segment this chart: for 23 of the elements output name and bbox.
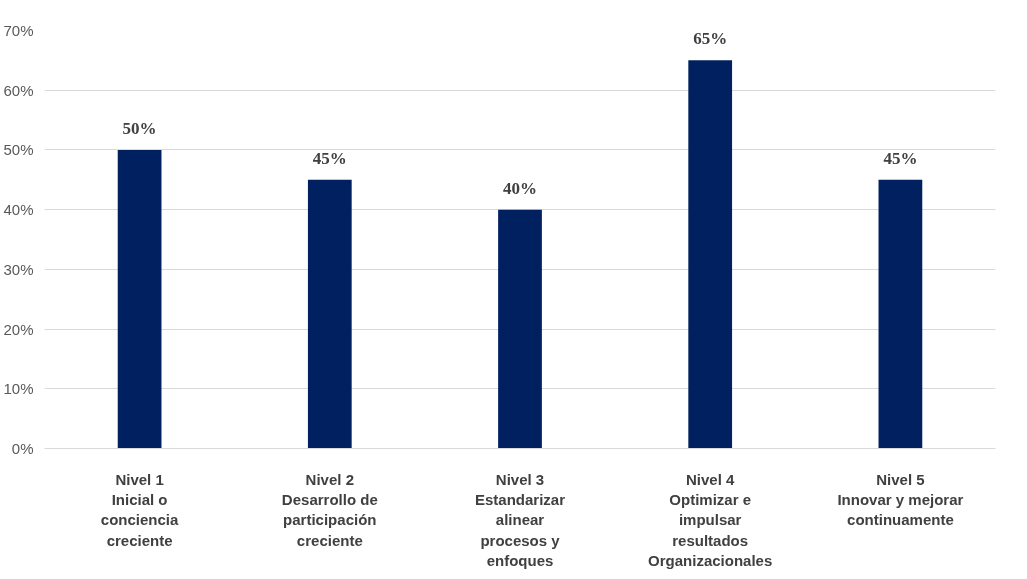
x-tick-label: Nivel 5 Innovar y mejorar continuamente [837,470,964,529]
y-tick-label: 30% [3,260,34,278]
data-label: 45% [883,148,918,168]
y-tick-label: 60% [3,81,34,99]
x-tick-label: Nivel 1 Inicial o conciencia creciente [100,470,180,549]
y-tick-label: 10% [3,380,34,398]
data-label: 45% [312,148,347,168]
data-label: 50% [122,118,157,138]
bar [117,149,162,449]
x-tick-label: Nivel 2 Desarrollo de participación creciente [281,470,378,549]
bar [498,209,542,449]
data-label: 40% [503,178,537,198]
y-tick-label: 70% [3,22,34,39]
data-label: 65% [693,29,728,49]
bar [307,179,352,449]
y-tick-label: 0% [11,440,34,457]
x-tick-label: Nivel 3 Estandarizar alinear procesos y enfoques [474,470,566,570]
y-tick-label: 50% [3,141,34,159]
x-tick-label: Nivel 4 Optimizar e impulsar resultados Organizacionales [648,470,773,570]
y-tick-label: 20% [3,320,34,338]
bar [878,179,923,449]
bar [688,60,733,449]
y-tick-label: 40% [3,201,34,219]
